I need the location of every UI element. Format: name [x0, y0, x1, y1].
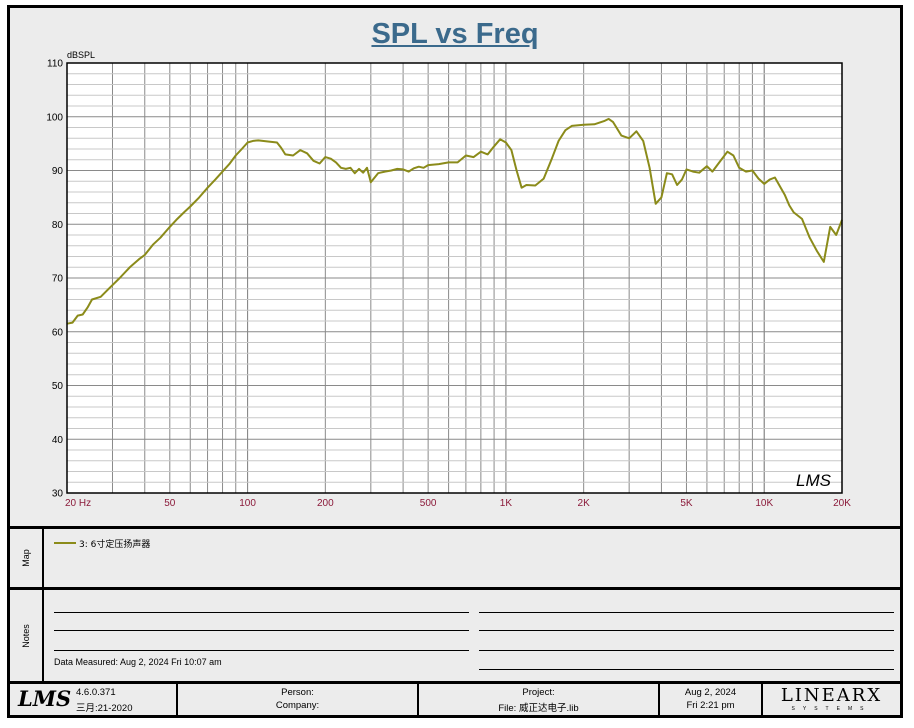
y-tick-label: 60 [52, 327, 64, 338]
linearx-logo: LINEARX [780, 685, 883, 706]
plot-border [66, 62, 843, 494]
divider [10, 681, 900, 684]
notes-side-label: Notes [10, 590, 44, 681]
version: 4.6.0.371 [76, 687, 116, 698]
notes-section: Notes Data Measured: Aug 2, 2024 Fri 10:… [10, 590, 900, 681]
note-line [479, 630, 894, 631]
x-tick-label: 500 [420, 498, 437, 509]
note-line [54, 630, 469, 631]
x-tick-label: 200 [317, 498, 334, 509]
divider [10, 587, 900, 590]
x-axis-ticks: 20 Hz 50 100 200 500 1K 2K 5K 10K 20K [65, 498, 851, 509]
map-section: Map 3: 6寸定压扬声器 [10, 529, 900, 587]
x-tick-label: 20K [833, 498, 851, 509]
map-side-label: Map [10, 529, 44, 587]
file-label: File: 威正达电子.lib [498, 703, 579, 714]
x-tick-label: 2K [578, 498, 591, 509]
y-tick-label: 80 [52, 220, 64, 231]
y-tick-label: 30 [52, 489, 64, 500]
footer-person-cell: Person: Company: [178, 684, 419, 715]
note-line [54, 612, 469, 613]
y-tick-label: 50 [52, 381, 64, 392]
note-line [54, 650, 469, 651]
grid [66, 62, 843, 494]
footer-version-cell: LMS 4.6.0.371 三月:21-2020 [10, 684, 178, 715]
footer-date: Aug 2, 2024 [684, 687, 737, 698]
y-axis-ticks: 30 40 50 60 70 80 90 100 110 [46, 59, 63, 500]
y-tick-label: 100 [46, 112, 63, 123]
legend-entry: 3: 6寸定压扬声器 [79, 540, 151, 550]
y-tick-label: 70 [52, 274, 64, 285]
note-line [479, 650, 894, 651]
chart-title: SPL vs Freq [371, 18, 539, 50]
y-tick-label: 40 [52, 435, 64, 446]
project-label: Project: [522, 687, 555, 698]
footer-brand-cell: LINEARX SYSTEMS [763, 684, 900, 715]
x-tick-label: 20 Hz [65, 498, 91, 509]
lms-logo: LMS [18, 686, 72, 711]
report-frame: SPL vs Freq 30 40 50 60 70 80 90 100 110 20 Hz 50… [7, 5, 903, 718]
x-tick-label: 100 [239, 498, 256, 509]
x-tick-label: 10K [755, 498, 773, 509]
person-label: Person: [281, 687, 314, 698]
note-line [479, 612, 894, 613]
note-line [479, 669, 894, 670]
footer-project-cell: Project: File: 威正达电子.lib [419, 684, 660, 715]
series-group [66, 117, 843, 325]
y-axis-label: dBSPL [67, 50, 95, 60]
version-date: 三月:21-2020 [76, 703, 133, 714]
y-tick-label: 90 [52, 166, 64, 177]
series-line [66, 117, 843, 325]
footer-date-cell: Aug 2, 2024 Fri 2:21 pm [660, 684, 763, 715]
y-tick-label: 110 [47, 59, 63, 70]
plot-area: SPL vs Freq 30 40 50 60 70 80 90 100 110 20 Hz 50… [10, 8, 900, 526]
watermark-logo: LMS [796, 471, 832, 490]
divider [10, 526, 900, 529]
x-tick-label: 1K [500, 498, 513, 509]
company-label: Company: [275, 700, 320, 711]
linearx-systems: SYSTEMS [791, 706, 872, 712]
footer: LMS 4.6.0.371 三月:21-2020 Person: Company… [10, 684, 900, 715]
legend-swatch [54, 542, 76, 544]
footer-time: Fri 2:21 pm [686, 700, 735, 711]
x-tick-label: 50 [164, 498, 176, 509]
x-tick-label: 5K [680, 498, 693, 509]
data-measured: Data Measured: Aug 2, 2024 Fri 10:07 am [54, 657, 222, 667]
